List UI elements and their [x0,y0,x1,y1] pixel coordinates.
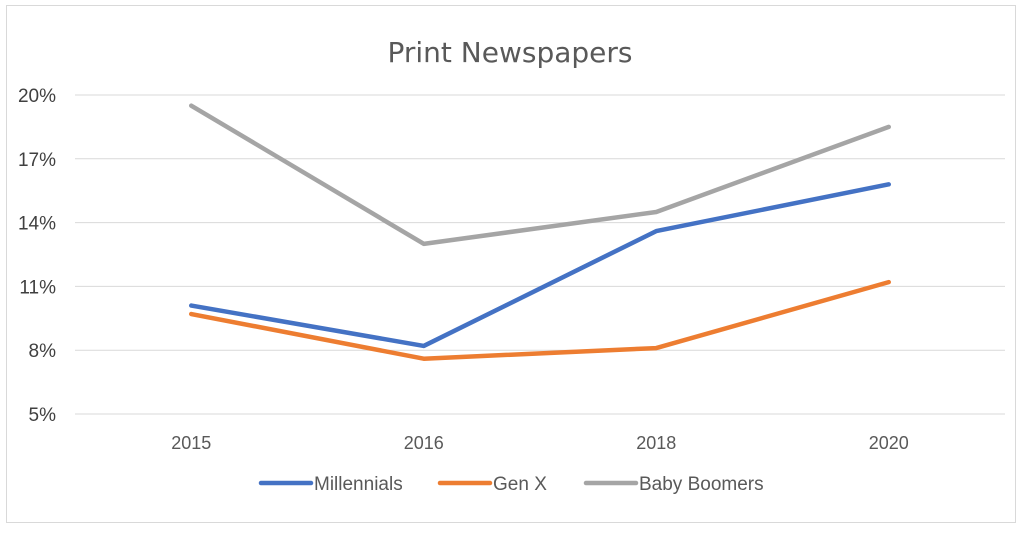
x-tick-label: 2020 [869,433,909,453]
y-tick-label: 8% [29,341,57,362]
chart-frame [6,5,1016,523]
y-tick-label: 14% [18,214,56,235]
series-line [189,279,891,361]
series-lines [189,103,891,361]
x-tick-label: 2015 [171,433,211,453]
legend-label: Baby Boomers [639,474,764,495]
series-line [189,182,891,349]
series-line [189,103,891,247]
x-tick-label: 2016 [404,433,444,453]
legend-label: Gen X [493,474,547,495]
y-axis-ticks: 5% 8% 11% 14% 17% 20% [18,86,56,426]
y-tick-label: 5% [29,405,57,426]
x-axis-ticks: 2015 2016 2018 2020 [171,433,909,453]
y-tick-label: 20% [18,86,56,107]
y-tick-label: 17% [18,150,56,171]
x-tick-label: 2018 [636,433,676,453]
y-tick-label: 11% [19,277,56,298]
legend-label: Millennials [314,474,403,495]
legend: Millennials Gen X Baby Boomers [258,474,764,495]
chart-title: Print Newspapers [388,36,633,69]
gridlines [75,94,1005,415]
